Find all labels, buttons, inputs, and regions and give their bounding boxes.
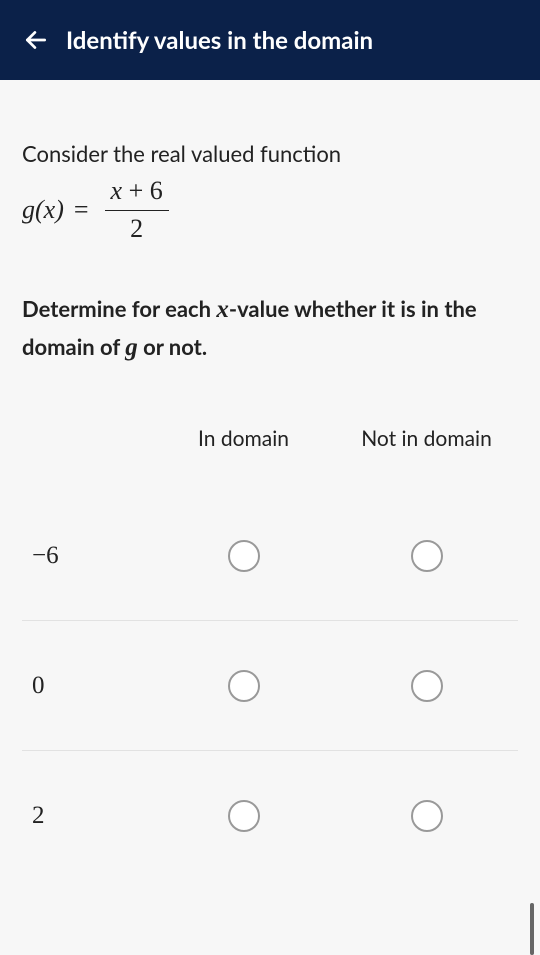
column-header-blank bbox=[22, 426, 152, 451]
row-label: 2 bbox=[22, 802, 152, 830]
column-header-in-domain: In domain bbox=[152, 426, 335, 451]
row-label: 0 bbox=[22, 672, 152, 700]
function-lhs: g(x) bbox=[22, 195, 64, 225]
radio-in-domain[interactable] bbox=[228, 800, 260, 832]
question-prompt: Determine for each x-value whether it is… bbox=[22, 291, 518, 366]
back-button[interactable] bbox=[18, 22, 54, 58]
function-definition: g(x) = x + 6 2 bbox=[22, 177, 518, 243]
equals-sign: = bbox=[74, 195, 89, 225]
prompt-post: or not. bbox=[138, 333, 207, 360]
content-area: Consider the real valued function g(x) =… bbox=[0, 80, 540, 881]
intro-text: Consider the real valued function bbox=[22, 140, 518, 167]
denominator: 2 bbox=[124, 211, 149, 244]
radio-not-in-domain[interactable] bbox=[411, 540, 443, 572]
numerator: x + 6 bbox=[105, 177, 169, 210]
radio-not-in-domain[interactable] bbox=[411, 670, 443, 702]
arrow-left-icon bbox=[23, 27, 49, 53]
prompt-var-x: x bbox=[216, 296, 229, 323]
numerator-const: 6 bbox=[150, 176, 163, 205]
page-title: Identify values in the domain bbox=[66, 26, 373, 55]
domain-table: In domain Not in domain −6 0 2 bbox=[22, 426, 518, 881]
table-row: 2 bbox=[22, 751, 518, 881]
row-label: −6 bbox=[22, 542, 152, 570]
scrollbar-thumb[interactable] bbox=[530, 903, 534, 955]
radio-in-domain[interactable] bbox=[228, 540, 260, 572]
column-header-not-in-domain: Not in domain bbox=[335, 426, 518, 451]
app-header: Identify values in the domain bbox=[0, 0, 540, 80]
prompt-pre: Determine for each bbox=[22, 295, 216, 322]
table-row: −6 bbox=[22, 491, 518, 621]
fraction: x + 6 2 bbox=[105, 177, 169, 243]
prompt-var-g: g bbox=[125, 334, 138, 361]
table-row: 0 bbox=[22, 621, 518, 751]
radio-in-domain[interactable] bbox=[228, 670, 260, 702]
table-header-row: In domain Not in domain bbox=[22, 426, 518, 451]
radio-not-in-domain[interactable] bbox=[411, 800, 443, 832]
numerator-var: x bbox=[111, 176, 123, 205]
